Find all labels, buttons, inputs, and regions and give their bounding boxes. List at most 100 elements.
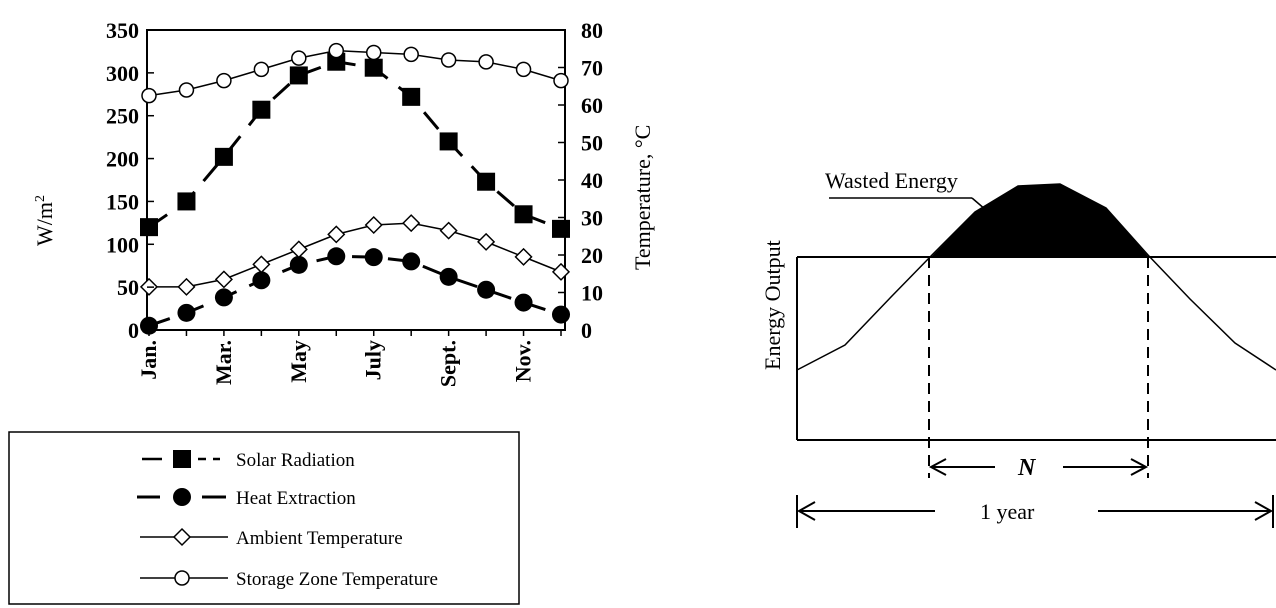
data-point-ambient-temperature (551, 262, 571, 281)
data-point-solar-radiation (214, 147, 233, 166)
data-point-solar-radiation (514, 205, 533, 224)
x-tick-label: Nov. (511, 340, 536, 382)
x-tick-label: May (286, 340, 311, 383)
series-line-ambient-temperature (149, 222, 562, 288)
data-point-ambient-temperature (402, 214, 421, 233)
data-point-solar-radiation (364, 58, 383, 77)
data-point-ambient-temperature (477, 232, 496, 251)
data-point-heat-extraction (514, 293, 533, 312)
data-point-ambient-temperature (214, 270, 233, 289)
x-tick-label: Jan. (136, 340, 161, 380)
y-tick-label: 350 (106, 18, 139, 43)
data-point-heat-extraction (214, 288, 233, 307)
energy-output-diagram: Wasted Energy Energy Output N 1 year (760, 168, 1276, 528)
data-point-heat-extraction (477, 280, 496, 299)
x-tick-label: Mar. (211, 340, 236, 385)
wasted-energy-area (932, 184, 1148, 256)
data-point-solar-radiation (477, 172, 496, 191)
data-point-solar-radiation (402, 87, 421, 106)
data-point-ambient-temperature (364, 215, 383, 235)
y2-tick-label: 40 (581, 168, 603, 193)
y-axis-label: W/m2 (32, 195, 57, 246)
legend-item: Heat Extraction (137, 488, 356, 509)
y2-tick-label: 50 (581, 131, 603, 156)
y-tick-label: 250 (106, 104, 139, 129)
data-point-ambient-temperature (514, 247, 533, 266)
data-point-storage-zone-temperature (553, 72, 569, 89)
data-point-heat-extraction (177, 303, 196, 322)
data-point-storage-zone-temperature (141, 87, 157, 104)
y2-tick-label: 20 (581, 243, 603, 268)
data-point-heat-extraction (439, 267, 458, 286)
legend-marker (173, 488, 191, 506)
series-storage-zone-temperature (141, 42, 569, 104)
y2-tick-label: 0 (581, 318, 592, 343)
year-arrowhead-left-icon (796, 501, 816, 521)
data-point-storage-zone-temperature (478, 54, 494, 70)
y-tick-label: 150 (106, 189, 139, 214)
y2-axis-label: Temperature, °C (630, 125, 655, 270)
data-point-solar-radiation (289, 66, 308, 85)
data-point-ambient-temperature (289, 240, 308, 259)
legend-marker (172, 527, 192, 547)
data-point-solar-radiation (140, 218, 158, 237)
data-point-storage-zone-temperature (403, 46, 419, 63)
data-point-ambient-temperature (439, 221, 458, 240)
y-tick-label: 50 (117, 275, 139, 300)
y2-tick-label: 70 (581, 56, 603, 81)
legend: Solar Radiation Heat Extraction Ambient Te… (8, 431, 520, 605)
y-tick-label: 100 (106, 232, 139, 257)
series-ambient-temperature (139, 214, 571, 296)
year-arrowhead-right-icon (1254, 501, 1274, 521)
wasted-energy-label: Wasted Energy (825, 168, 958, 193)
data-point-storage-zone-temperature (365, 44, 382, 61)
n-arrowhead-right-icon (1130, 458, 1149, 476)
data-point-storage-zone-temperature (178, 82, 195, 98)
legend-label: Ambient Temperature (236, 528, 403, 549)
y2-tick-label: 10 (581, 281, 603, 306)
legend-frame (8, 431, 520, 605)
data-point-heat-extraction (364, 248, 383, 267)
data-point-storage-zone-temperature (253, 61, 270, 78)
energy-output-label: Energy Output (760, 240, 785, 370)
legend-label: Solar Radiation (236, 450, 355, 471)
legend-item: Storage Zone Temperature (140, 569, 438, 590)
data-point-ambient-temperature (252, 255, 271, 274)
data-point-solar-radiation (252, 100, 271, 119)
y-tick-label: 0 (128, 318, 139, 343)
n-label: N (1017, 455, 1037, 481)
plot-area-frame (146, 29, 566, 331)
y2-tick-label: 30 (581, 206, 603, 231)
y-tick-label: 200 (106, 147, 139, 172)
wasted-energy-leader-diag (971, 197, 1001, 223)
data-point-storage-zone-temperature (216, 72, 232, 89)
energy-output-curve (796, 183, 1276, 371)
series-line-heat-extraction (148, 254, 562, 328)
series-solar-radiation (140, 52, 570, 238)
legend-item: Solar Radiation (142, 450, 355, 471)
series-line-storage-zone-temperature (148, 49, 562, 97)
data-point-solar-radiation (552, 219, 570, 238)
series-line-solar-radiation (148, 60, 562, 231)
x-tick-label: July (361, 340, 386, 380)
data-point-heat-extraction (252, 271, 271, 290)
legend-marker (174, 570, 190, 586)
data-point-ambient-temperature (327, 225, 346, 244)
data-point-solar-radiation (177, 192, 196, 211)
one-year-label: 1 year (980, 499, 1035, 524)
legend-item: Ambient Temperature (140, 527, 403, 549)
legend-label: Heat Extraction (236, 488, 356, 509)
data-point-solar-radiation (439, 132, 458, 151)
y2-tick-label: 80 (581, 18, 603, 43)
seasonal-chart: 0 50 100 150 200 250 300 350 0 10 20 30 40 50 60 70 80 Ja… (32, 18, 655, 387)
data-point-storage-zone-temperature (515, 61, 532, 78)
data-point-storage-zone-temperature (440, 52, 457, 68)
x-tick-label: Sept. (436, 340, 461, 387)
series-heat-extraction (140, 247, 570, 335)
data-point-heat-extraction (327, 247, 346, 266)
data-point-solar-radiation (327, 52, 346, 71)
data-point-heat-extraction (402, 252, 421, 271)
y2-tick-label: 60 (581, 93, 603, 118)
data-point-heat-extraction (289, 255, 308, 274)
